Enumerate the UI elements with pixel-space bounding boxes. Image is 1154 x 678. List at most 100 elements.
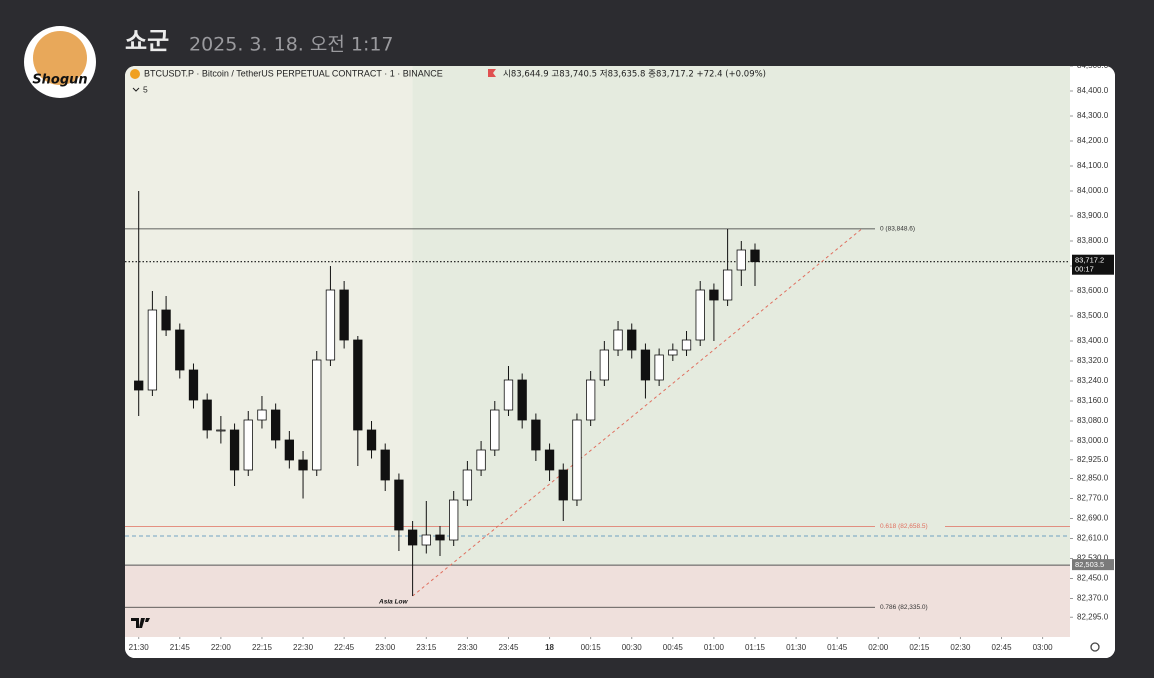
y-tick-label: 84,300.0 <box>1077 111 1109 120</box>
candle-body <box>325 289 336 361</box>
y-tick-label: 83,800.0 <box>1077 236 1109 245</box>
x-tick-label: 22:45 <box>334 643 355 652</box>
y-tick-label: 82,450.0 <box>1077 574 1109 583</box>
candle-body <box>407 529 418 546</box>
symbol-icon <box>130 69 140 79</box>
y-tick-label: 83,600.0 <box>1077 286 1109 295</box>
candle-body <box>435 534 445 541</box>
candle-body <box>161 309 171 331</box>
candle-body <box>695 289 705 341</box>
candle-body <box>668 349 678 356</box>
candle-body <box>531 419 541 451</box>
candle-body <box>202 399 212 431</box>
x-tick-label: 18 <box>545 643 554 652</box>
zone-price-label: 82,503.5 <box>1075 560 1104 569</box>
candle-body <box>298 459 308 471</box>
candle-body <box>681 339 692 351</box>
candle-body <box>462 469 473 501</box>
x-tick-label: 23:45 <box>498 643 519 652</box>
x-tick-label: 21:45 <box>170 643 191 652</box>
candle-body <box>229 429 240 471</box>
x-axis-area <box>125 637 1115 658</box>
candle-body <box>736 249 746 271</box>
y-tick-label: 84,400.0 <box>1077 86 1109 95</box>
fib-label: 0.618 (82,658.5) <box>880 523 928 530</box>
candle-body <box>517 379 527 421</box>
chevron <box>132 87 140 92</box>
y-tick-label: 82,925.0 <box>1077 455 1109 464</box>
candle-body <box>134 380 144 391</box>
candle-body <box>271 409 281 441</box>
candle-body <box>750 249 760 263</box>
y-tick-label: 82,850.0 <box>1077 474 1109 483</box>
y-tick-label: 82,295.0 <box>1077 612 1109 621</box>
countdown: 00:17 <box>1075 265 1094 274</box>
last-price-box <box>1072 254 1114 275</box>
candle-body <box>216 429 226 432</box>
candle-body <box>339 289 349 341</box>
candle-body <box>284 439 294 461</box>
candle-body <box>421 534 431 546</box>
y-tick-label: 84,200.0 <box>1077 136 1109 145</box>
x-tick-label: 01:00 <box>704 643 725 652</box>
avatar-art <box>33 31 87 85</box>
y-tick-label: 82,690.0 <box>1077 514 1109 523</box>
x-tick-label: 23:00 <box>375 643 396 652</box>
candle-body <box>257 409 267 421</box>
candle-body <box>709 289 719 301</box>
candle-body <box>366 429 377 451</box>
y-tick-label: 83,400.0 <box>1077 336 1109 345</box>
candle-body <box>476 449 486 471</box>
x-tick-label: 22:00 <box>211 643 232 652</box>
candle-body <box>558 469 568 501</box>
x-tick-label: 23:30 <box>457 643 478 652</box>
x-tick-label: 22:15 <box>252 643 273 652</box>
candle-body <box>188 369 199 401</box>
chart-image[interactable]: 84,500.0 84,400.0 84,300.0 84,200.0 84,100.0… <box>125 61 1115 658</box>
candle-body <box>627 329 637 351</box>
x-tick-label: 03:00 <box>1033 643 1054 652</box>
ohlc-summary: 시83,644.9 고83,740.5 저83,635.8 종83,717.2 … <box>503 70 766 80</box>
candle-body <box>380 449 390 481</box>
annotation: Asia Low <box>378 599 408 606</box>
x-tick-label: 23:15 <box>416 643 437 652</box>
x-tick-label: 00:45 <box>663 643 684 652</box>
x-tick-label: 02:45 <box>992 643 1013 652</box>
candle-body <box>640 349 651 381</box>
y-tick-label: 82,370.0 <box>1077 594 1109 603</box>
candle-body <box>544 449 555 471</box>
candle-body <box>353 339 363 431</box>
symbol: BTCUSDT.P · Bitcoin / TetherUS PERPETUAL… <box>144 68 443 78</box>
y-tick-label: 83,500.0 <box>1077 311 1109 320</box>
y-tick-label: 84,000.0 <box>1077 186 1109 195</box>
candle-body <box>449 499 459 541</box>
y-tick-label: 83,900.0 <box>1077 211 1109 220</box>
tv-logo-shape <box>131 618 150 628</box>
y-tick-label: 84,500.0 <box>1077 61 1109 70</box>
trendline <box>412 228 863 597</box>
x-tick-label: 21:30 <box>129 643 150 652</box>
fib-label: 0.786 (82,335.0) <box>880 604 928 611</box>
candle-body <box>586 379 596 421</box>
y-tick-label: 83,320.0 <box>1077 356 1109 365</box>
y-tick-label: 83,160.0 <box>1077 396 1109 405</box>
timestamp: 2025. 3. 18. 오전 1:17 <box>189 34 394 56</box>
author[interactable]: 쇼군 <box>125 27 169 55</box>
x-tick-label: 01:45 <box>827 643 848 652</box>
y-tick-label: 82,770.0 <box>1077 494 1109 503</box>
candle-body <box>613 329 623 351</box>
low-zone <box>125 565 1070 637</box>
y-tick-label: 83,240.0 <box>1077 376 1109 385</box>
avatar-text: Shogun <box>32 73 87 88</box>
candle-body <box>243 419 253 471</box>
y-tick-label: 82,610.0 <box>1077 534 1109 543</box>
candle-body <box>175 329 185 371</box>
x-tick-label: 01:30 <box>786 643 807 652</box>
x-tick-label: 22:30 <box>293 643 314 652</box>
candle-body <box>490 409 500 451</box>
x-tick-label: 01:15 <box>745 643 766 652</box>
x-tick-label: 00:15 <box>581 643 602 652</box>
indicator-toggle: 5 <box>143 84 148 94</box>
x-tick-label: 02:30 <box>950 643 971 652</box>
